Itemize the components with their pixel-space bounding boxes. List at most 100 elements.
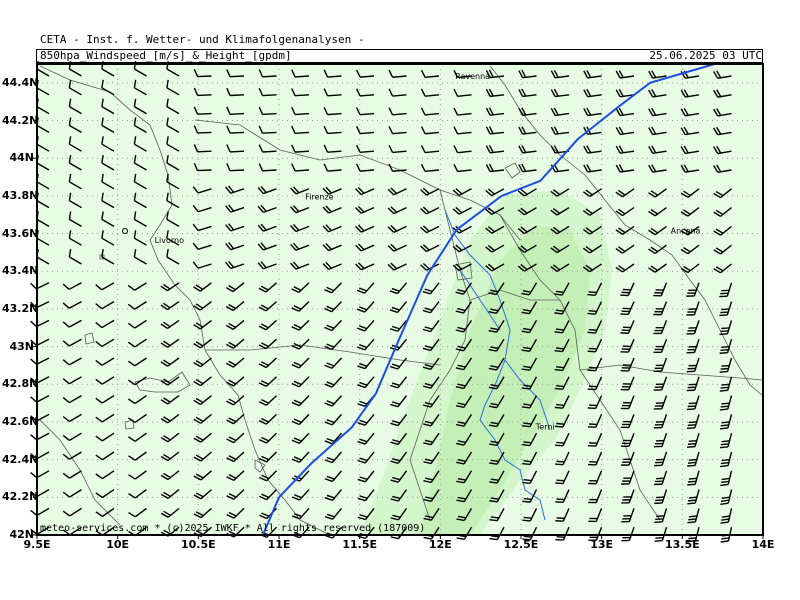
wind-barb bbox=[69, 489, 82, 498]
wind-barb-flag bbox=[228, 511, 237, 517]
wind-barb-flag bbox=[720, 499, 730, 502]
wind-barb-flag bbox=[721, 440, 730, 443]
wind-barb-flag bbox=[292, 261, 300, 269]
wind-barb-flag bbox=[552, 189, 561, 196]
wind-barb-flag bbox=[326, 400, 335, 405]
wind-barb-flag bbox=[293, 286, 302, 291]
wind-barb-flag bbox=[582, 247, 591, 254]
wind-barb-flag bbox=[324, 402, 333, 407]
wind-barb-flag bbox=[68, 248, 72, 258]
wind-barb-flag bbox=[713, 192, 721, 199]
height-contour-line bbox=[261, 63, 715, 536]
wind-barb-flag bbox=[713, 127, 719, 136]
wind-barb bbox=[392, 75, 407, 78]
wind-barb-flag bbox=[389, 290, 398, 295]
wind-barb-flag bbox=[357, 262, 365, 269]
wind-barb-flag bbox=[392, 457, 401, 462]
wind-barb-flag bbox=[487, 188, 495, 195]
wind-barb-flag bbox=[163, 453, 171, 460]
wind-barb-flag bbox=[720, 483, 729, 487]
wind-barb-flag bbox=[258, 420, 267, 425]
wind-barb-flag bbox=[488, 107, 494, 116]
wind-barb-flag bbox=[522, 519, 531, 522]
wind-barb-flag bbox=[521, 145, 527, 153]
wind-barb-flag bbox=[30, 434, 38, 441]
wind-barb-flag bbox=[326, 362, 335, 367]
wind-barb-flag bbox=[680, 164, 686, 173]
wind-barb bbox=[166, 181, 180, 190]
wind-barb bbox=[424, 94, 440, 97]
wind-barb-flag bbox=[715, 228, 724, 234]
wind-barb-flag bbox=[420, 163, 426, 172]
wind-barb-flag bbox=[615, 266, 623, 273]
wind-barb-flag bbox=[719, 427, 729, 430]
wind-barb-flag bbox=[291, 163, 296, 172]
wind-barb-flag bbox=[688, 518, 697, 521]
wind-barb bbox=[101, 199, 115, 209]
wind-barb-flag bbox=[356, 289, 365, 294]
wind-barb-flag bbox=[30, 358, 38, 365]
wind-barb-flag bbox=[290, 262, 297, 270]
wind-barb-flag bbox=[259, 495, 267, 501]
wind-barb-flag bbox=[583, 126, 589, 135]
wind-barb-flag bbox=[133, 79, 137, 88]
wind-barb-flag bbox=[715, 266, 724, 272]
wind-barb-flag bbox=[160, 455, 169, 462]
wind-barb-flag bbox=[424, 364, 433, 368]
wind-barb-flag bbox=[62, 397, 70, 404]
wind-barb-flag bbox=[552, 226, 561, 233]
wind-barb-flag bbox=[457, 288, 466, 293]
wind-barb-flag bbox=[293, 342, 302, 348]
wind-barb-flag bbox=[618, 89, 624, 97]
wind-barb-flag bbox=[615, 70, 621, 79]
wind-barb-flag bbox=[160, 399, 169, 405]
wind-barb-flag bbox=[293, 323, 302, 329]
wind-barb-flag bbox=[357, 384, 366, 389]
wind-barb-flag bbox=[387, 188, 395, 196]
wind-barb-flag bbox=[388, 126, 394, 134]
wind-barb-flag bbox=[523, 497, 532, 501]
wind-barb-flag bbox=[719, 389, 728, 392]
latitude-tick-label: 42.6N bbox=[2, 414, 39, 428]
latitude-tick-label: 44.2N bbox=[2, 113, 39, 127]
wind-barb bbox=[197, 150, 212, 153]
wind-barb-flag bbox=[420, 69, 426, 78]
wind-barb-flag bbox=[355, 207, 362, 214]
wind-barb bbox=[36, 162, 50, 171]
wind-barb-flag bbox=[552, 245, 561, 252]
wind-barb bbox=[359, 131, 375, 135]
wind-barb-flag bbox=[651, 145, 657, 154]
wind-barb-flag bbox=[518, 89, 524, 97]
wind-barb-flag bbox=[490, 516, 499, 519]
wind-barb-flag bbox=[357, 403, 366, 408]
wind-barb-flag bbox=[290, 206, 297, 214]
wind-barb bbox=[36, 357, 50, 365]
wind-barb-flag bbox=[160, 304, 168, 311]
wind-barb-flag bbox=[166, 60, 169, 70]
wind-barb-flag bbox=[422, 309, 431, 314]
latitude-tick-label: 44N bbox=[9, 151, 34, 165]
wind-barb-flag bbox=[420, 245, 427, 252]
wind-barb-flag bbox=[68, 192, 72, 201]
wind-barb bbox=[134, 237, 147, 246]
wind-barb-flag bbox=[292, 242, 300, 250]
wind-barb-flag bbox=[166, 154, 169, 164]
wind-barb-flag bbox=[388, 69, 394, 78]
wind-barb-flag bbox=[291, 515, 300, 520]
wind-barb-flag bbox=[228, 398, 237, 404]
wind-barb-flag bbox=[585, 264, 593, 271]
wind-barb-flag bbox=[648, 70, 654, 79]
wind-barb-flag bbox=[324, 288, 332, 294]
wind-barb-flag bbox=[193, 494, 202, 500]
wind-barb-flag bbox=[424, 439, 433, 443]
wind-barb bbox=[36, 432, 50, 441]
wind-barb-flag bbox=[62, 434, 70, 441]
wind-barb bbox=[69, 87, 82, 96]
wind-barb-flag bbox=[193, 513, 202, 519]
wind-barb-flag bbox=[390, 460, 399, 464]
wind-barb-flag bbox=[716, 164, 722, 173]
wind-barb-flag bbox=[357, 516, 366, 521]
wind-barb-flag bbox=[30, 509, 38, 516]
wind-barb bbox=[392, 112, 407, 116]
wind-barb-flag bbox=[62, 302, 70, 309]
